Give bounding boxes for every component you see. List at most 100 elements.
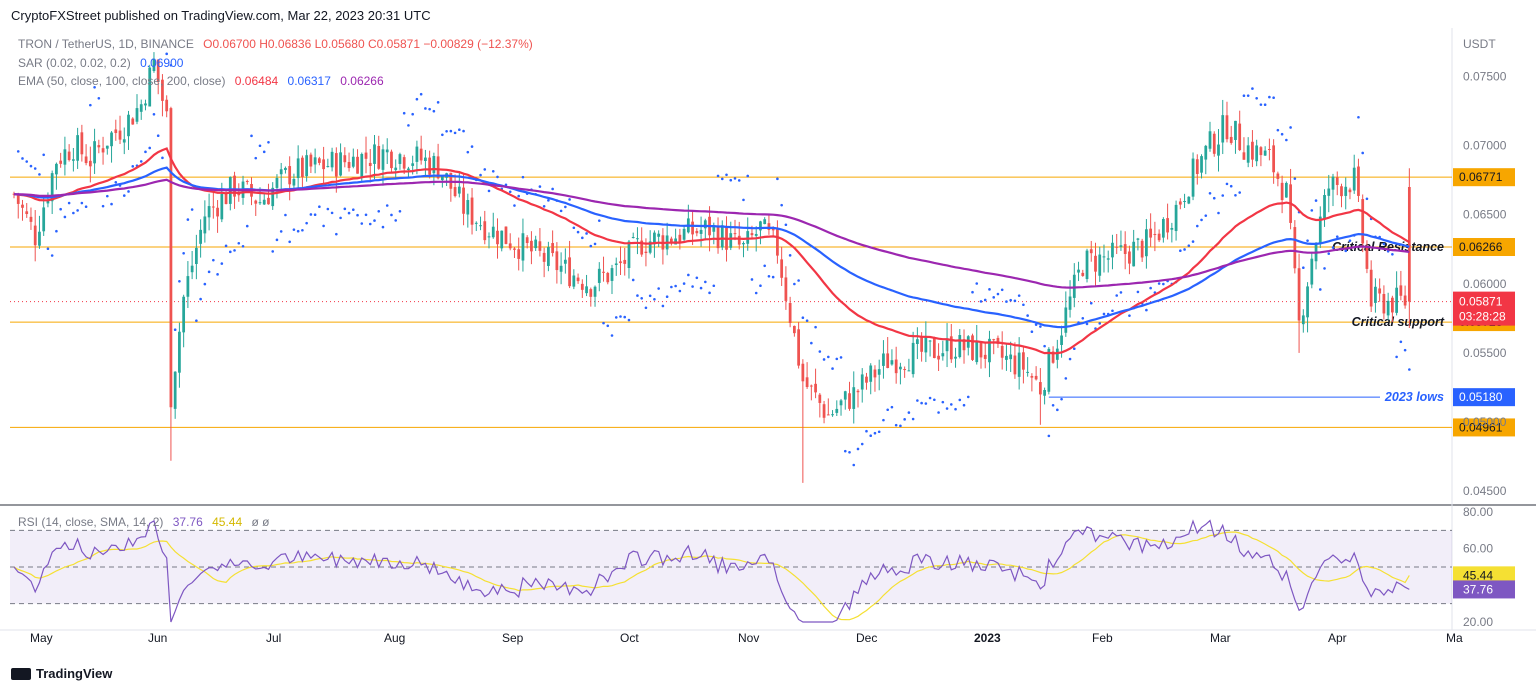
candle-body xyxy=(1399,285,1403,296)
candle-body xyxy=(801,363,805,382)
sar-dot xyxy=(551,187,554,191)
sar-dot xyxy=(610,334,614,337)
rsi-ma-tag xyxy=(1453,566,1515,585)
sar-dot xyxy=(33,167,37,170)
candle-body xyxy=(826,414,830,416)
candle-body xyxy=(1005,355,1008,360)
sar-dot xyxy=(602,321,605,325)
sar-dot xyxy=(407,124,410,127)
candle-body xyxy=(610,268,614,281)
candle-body xyxy=(1098,254,1102,276)
sar-dot xyxy=(911,417,915,421)
sar-dot xyxy=(487,189,491,193)
candle-body xyxy=(1178,201,1182,205)
sar-dot xyxy=(1068,357,1072,361)
sar-dot xyxy=(42,153,45,157)
candle-body xyxy=(945,338,949,352)
candle-body xyxy=(1136,238,1140,240)
sar-dot xyxy=(279,230,283,233)
candle-body xyxy=(517,249,521,259)
candle-body xyxy=(848,393,851,409)
candle-body xyxy=(1335,177,1339,185)
time-tick: May xyxy=(30,631,53,645)
candle-body xyxy=(466,200,470,215)
level-tag xyxy=(1453,418,1515,437)
sar-dot xyxy=(313,213,317,217)
sar-dot xyxy=(776,177,779,181)
sar-dot xyxy=(572,226,576,230)
lows-note: 2023 lows xyxy=(1384,390,1444,404)
sar-dot xyxy=(402,111,406,115)
sar-dot xyxy=(950,403,953,406)
parabolic-sar-dots xyxy=(16,52,1411,467)
candle-body xyxy=(776,229,779,256)
candle-body xyxy=(1102,256,1106,258)
candle-body xyxy=(1119,245,1123,247)
sar-dot xyxy=(733,177,737,180)
candle-body xyxy=(784,277,788,301)
countdown-label: 03:28:28 xyxy=(1459,310,1506,324)
brand-name: TradingView xyxy=(36,666,113,681)
time-tick: Mar xyxy=(1210,631,1231,645)
candle-body xyxy=(131,118,135,125)
sar-dot xyxy=(716,174,720,178)
sar-dot xyxy=(199,297,202,301)
sar-dot xyxy=(1013,299,1017,303)
sar-dot xyxy=(50,254,54,257)
sar-dot xyxy=(84,205,88,209)
sar-dot xyxy=(648,294,652,298)
sar-dot xyxy=(496,175,499,179)
rsi-ma-value: 45.44 xyxy=(212,515,243,529)
candle-body xyxy=(682,228,686,240)
sar-dot xyxy=(788,254,792,257)
candle-body xyxy=(1263,150,1267,156)
candle-body xyxy=(1047,348,1051,392)
sar-dot xyxy=(729,178,733,182)
ema-lines xyxy=(13,147,1410,355)
candle-body xyxy=(1221,115,1225,143)
candle-body xyxy=(1293,227,1297,269)
candle-body xyxy=(194,247,198,265)
sar-dot xyxy=(538,185,542,188)
sar-dot xyxy=(882,418,885,422)
sar-dot xyxy=(860,442,864,446)
candle-body xyxy=(288,166,292,185)
candle-body xyxy=(21,204,24,208)
sar-dot xyxy=(1030,330,1034,333)
sar-dot xyxy=(1335,235,1339,238)
sar-dot xyxy=(1323,267,1326,270)
candle-body xyxy=(907,370,911,372)
sar-dot xyxy=(1000,288,1004,292)
candle-body xyxy=(1348,189,1352,193)
sar-dot xyxy=(216,273,219,276)
candle-body xyxy=(279,169,283,175)
candle-body xyxy=(780,259,784,278)
sar-dot xyxy=(542,204,546,208)
candle-body xyxy=(1013,355,1017,375)
sar-dot xyxy=(1280,132,1284,136)
sar-dot xyxy=(385,204,389,207)
candle-body xyxy=(313,157,317,165)
sar-dot xyxy=(877,430,881,434)
sar-dot xyxy=(585,232,588,235)
candle-body xyxy=(563,259,567,264)
candle-body xyxy=(1034,375,1038,380)
sar-dot xyxy=(623,315,627,319)
tradingview-logo[interactable]: TradingView xyxy=(11,666,112,681)
rsi-ma-tag-label: 45.44 xyxy=(1463,568,1493,582)
sar-dot xyxy=(1408,368,1411,371)
candle-body xyxy=(822,404,826,418)
candle-body xyxy=(1357,166,1360,196)
sar-dot xyxy=(80,201,84,205)
candle-body xyxy=(1395,287,1399,313)
candle-body xyxy=(258,202,262,204)
rsi-label: RSI (14, close, SMA, 14, 2) xyxy=(18,515,164,529)
rsi-line xyxy=(13,519,1410,623)
sar-dot xyxy=(869,434,873,438)
sar-dot xyxy=(559,209,563,213)
candle-body xyxy=(173,371,177,409)
sar-dot xyxy=(988,288,991,291)
candle-body xyxy=(966,336,970,348)
candle-body xyxy=(84,156,88,164)
